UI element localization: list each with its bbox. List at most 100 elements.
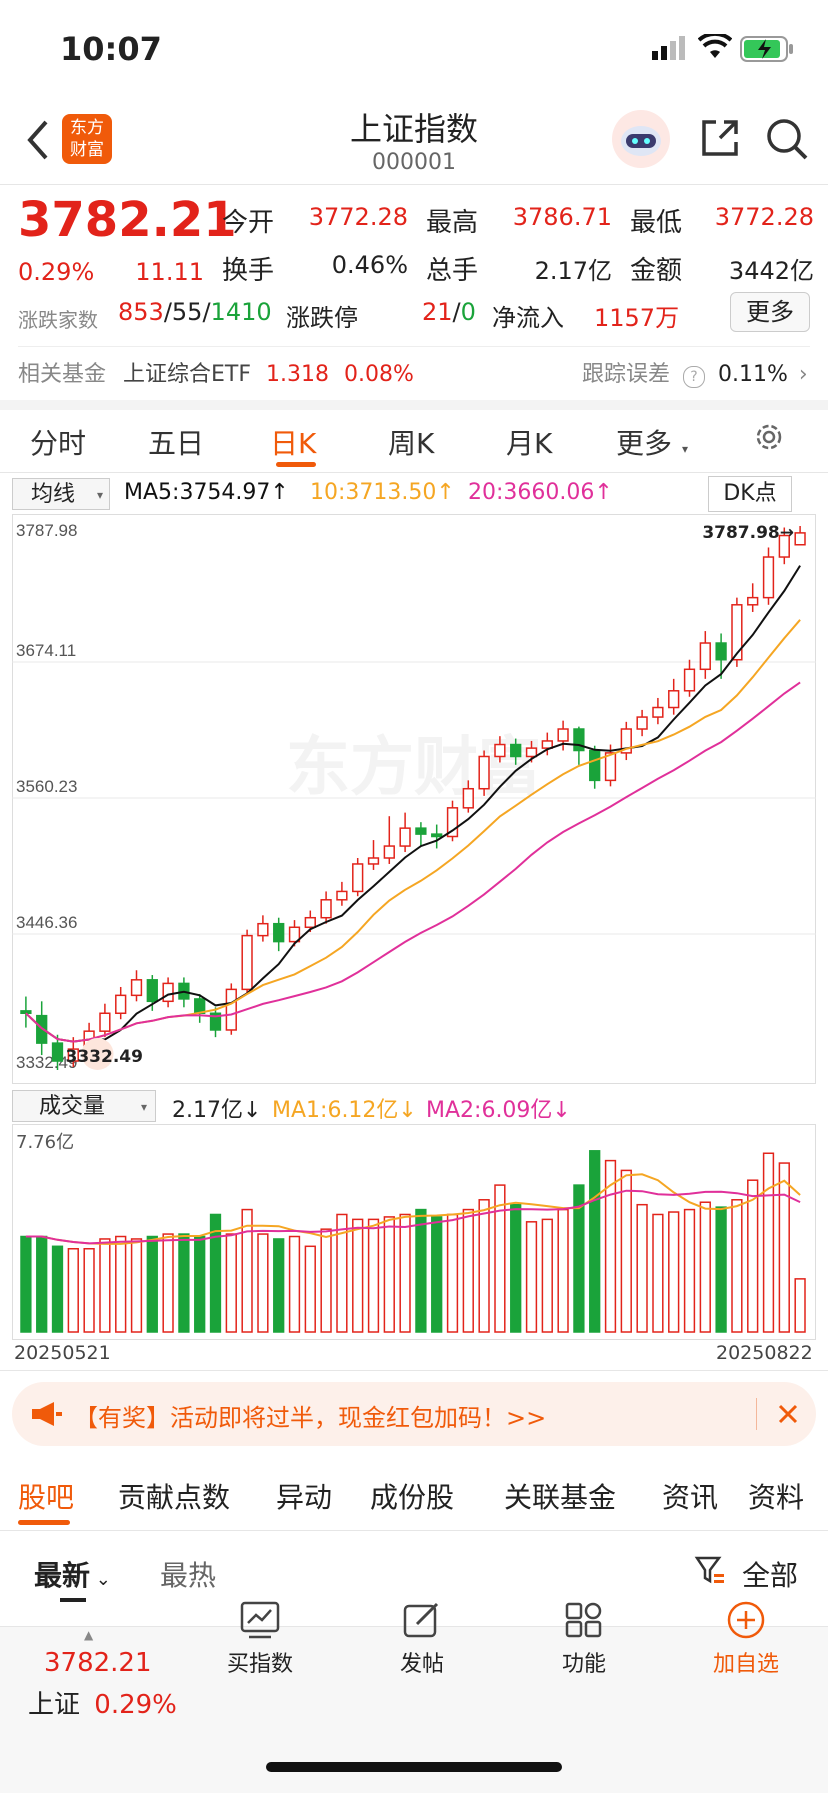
volume-bar [99,1238,111,1333]
volume-bar [320,1228,332,1333]
low-value: 3772.28 [714,203,814,231]
volume-chart[interactable] [12,1124,816,1340]
volume-max-label: 7.76亿 [16,1132,75,1153]
wifi-icon [697,31,733,64]
search-icon[interactable] [764,116,810,166]
settings-gear-icon[interactable] [752,420,786,458]
chevron-down-icon: ⌄ [90,1569,111,1590]
tracking-error[interactable]: 跟踪误差 ? 0.11% › [582,356,808,388]
tab-news[interactable]: 资讯 [662,1481,719,1514]
tab-contribution[interactable]: 贡献点数 [118,1481,231,1514]
filter-funnel-icon[interactable] [694,1554,726,1590]
tab-movement[interactable]: 异动 [276,1481,333,1514]
candle [162,982,174,1003]
tab-profile[interactable]: 资料 [748,1481,805,1514]
volume-bar [194,1235,206,1333]
tab-minute[interactable]: 分时 [30,427,87,460]
filter-hot[interactable]: 最热 [160,1559,217,1592]
more-quote-button[interactable]: 更多 [730,292,810,332]
nav-functions[interactable]: 功能 [524,1600,644,1678]
tab-constituents[interactable]: 成份股 [370,1481,455,1514]
inflow-label: 净流入 [492,304,564,332]
ma20-value: 20:3660.06↑ [468,480,613,505]
nav-index-price[interactable]: 3782.21 [44,1648,152,1678]
candle [494,743,506,758]
dk-label: DK点 [723,481,777,506]
amount-label: 金额 [630,256,683,286]
volume-bar [778,1162,790,1333]
volume-selector[interactable]: 成交量 ▾ [12,1090,156,1122]
caret-down-icon: ▾ [682,442,689,456]
volume-bar [146,1235,158,1333]
y-tick-label: 3560.23 [16,777,77,796]
tab-more[interactable]: 更多 [616,427,673,460]
share-icon[interactable] [698,116,742,164]
volume-selector-label: 成交量 [39,1094,106,1119]
dk-point-button[interactable]: DK点 [708,476,792,512]
volume-value: 2.17亿 [534,257,612,285]
turnover-label: 换手 [222,256,275,286]
candle [367,857,380,865]
fund-name: 上证综合ETF [123,362,252,387]
candle [146,979,158,1003]
watermark: 东方财富 [286,731,542,805]
candle [589,749,601,782]
volume-bar [541,1218,553,1333]
logo-text-1: 东方 [70,118,104,138]
tab-weekly-k[interactable]: 周K [388,427,435,460]
volume-bar [415,1208,427,1333]
banner-separator [756,1398,757,1430]
back-icon[interactable] [24,118,52,166]
info-icon: ? [683,366,706,388]
tab-daily-k[interactable]: 日K [270,427,317,460]
volume-bar [699,1201,711,1333]
volume-bar [115,1235,127,1333]
volume-bar [604,1159,617,1333]
close-icon[interactable] [774,1400,802,1432]
tab-five-day[interactable]: 五日 [148,427,205,460]
tab-monthly-k[interactable]: 月K [506,427,553,460]
filter-all[interactable]: 全部 [742,1559,799,1592]
y-tick-label: 3446.36 [16,913,77,932]
candle [604,752,617,782]
logo-text-2: 财富 [70,140,104,160]
volume-bar [209,1213,222,1333]
limit-up-count: 21 [422,298,453,326]
nav-add-watch[interactable]: 加自选 [686,1600,806,1678]
candle [209,1012,222,1031]
grid-icon [565,1602,602,1638]
volume-frame [12,1124,816,1340]
candle [683,668,696,692]
volume-bar [241,1208,253,1333]
candle [20,1010,32,1015]
candle [273,922,285,943]
ma20-line [25,681,801,1043]
volume-ma1-line [25,1173,801,1245]
dropdown-caret-icon: ▾ [140,1100,147,1114]
candle [462,787,474,809]
related-fund-row[interactable]: 相关基金 上证综合ETF 1.318 0.08% [18,356,414,388]
latest-underline [60,1598,86,1602]
robot-assistant-icon[interactable] [612,110,670,168]
nav-index-name[interactable]: 上证 0.29% [28,1684,177,1721]
candle [731,604,743,661]
volume-bar [652,1213,664,1333]
volume-bar [494,1184,506,1333]
volume-bar [83,1248,95,1333]
volume-bar [336,1213,348,1333]
filter-latest[interactable]: 最新 ⌄ [34,1554,111,1594]
breadth-values: 853/55/1410 [118,298,272,326]
tab-related-funds[interactable]: 关联基金 [504,1481,617,1514]
volume-bar [525,1221,538,1333]
candle [336,890,348,901]
volume-bar [573,1184,585,1333]
nav-functions-label: 功能 [561,1652,606,1677]
tab-guba[interactable]: 股吧 [18,1481,75,1514]
volume-bar [715,1206,727,1333]
nav-post[interactable]: 发帖 [362,1600,482,1678]
ma-selector[interactable]: 均线 ▾ [12,478,110,510]
promo-banner[interactable]: 【有奖】活动即将过半，现金红包加码！>> [12,1382,816,1446]
nav-buy-index[interactable]: 买指数 [200,1600,320,1678]
tab-underline [276,462,316,467]
candlestick-chart[interactable]: 3787.98 3674.11 3560.23 3446.36 3332.49 东方财富 3… [12,514,816,1084]
